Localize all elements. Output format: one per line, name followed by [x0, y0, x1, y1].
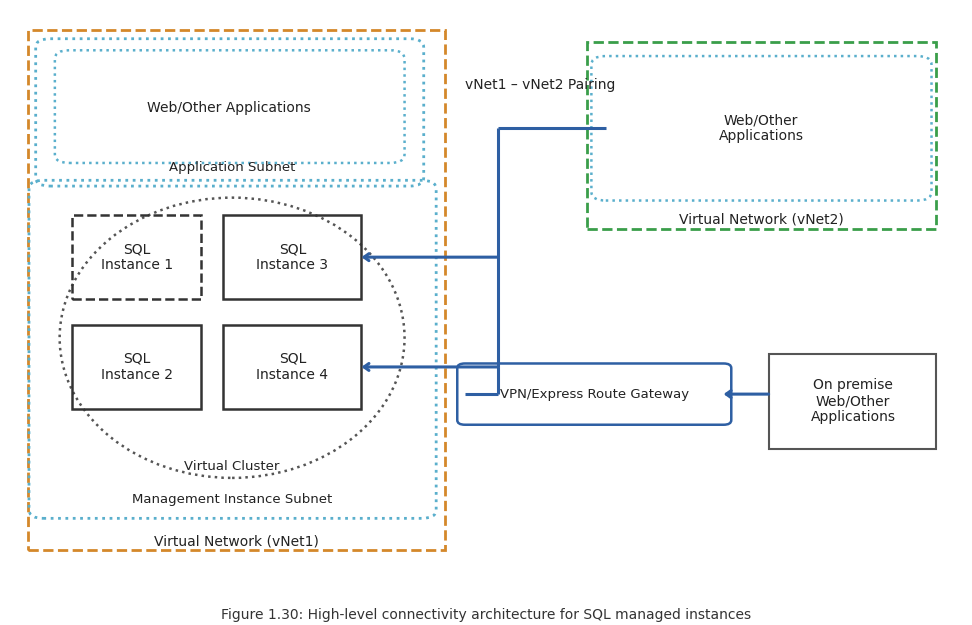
Bar: [72, 325, 201, 409]
Bar: [586, 42, 936, 229]
Text: Management Instance Subnet: Management Instance Subnet: [132, 492, 332, 506]
Text: Application Subnet: Application Subnet: [169, 161, 295, 174]
Text: Web/Other Applications: Web/Other Applications: [148, 101, 311, 115]
Text: SQL
Instance 3: SQL Instance 3: [257, 242, 329, 272]
Text: Virtual Network (vNet1): Virtual Network (vNet1): [155, 534, 320, 549]
Text: Virtual Network (vNet2): Virtual Network (vNet2): [678, 213, 844, 227]
Bar: [72, 215, 201, 299]
Text: On premise
Web/Other
Applications: On premise Web/Other Applications: [811, 378, 895, 424]
Bar: [223, 215, 362, 299]
Text: Web/Other
Applications: Web/Other Applications: [718, 113, 804, 143]
Text: vNet1 – vNet2 Pairing: vNet1 – vNet2 Pairing: [465, 78, 615, 92]
Text: SQL
Instance 1: SQL Instance 1: [101, 242, 173, 272]
Bar: [769, 354, 936, 449]
Text: Figure 1.30: High-level connectivity architecture for SQL managed instances: Figure 1.30: High-level connectivity arc…: [221, 608, 751, 622]
Bar: [223, 325, 362, 409]
Text: SQL
Instance 2: SQL Instance 2: [101, 352, 173, 382]
Text: SQL
Instance 4: SQL Instance 4: [257, 352, 329, 382]
Bar: [28, 30, 445, 550]
Text: Virtual Cluster: Virtual Cluster: [185, 460, 280, 473]
Text: VPN/Express Route Gateway: VPN/Express Route Gateway: [500, 388, 689, 401]
